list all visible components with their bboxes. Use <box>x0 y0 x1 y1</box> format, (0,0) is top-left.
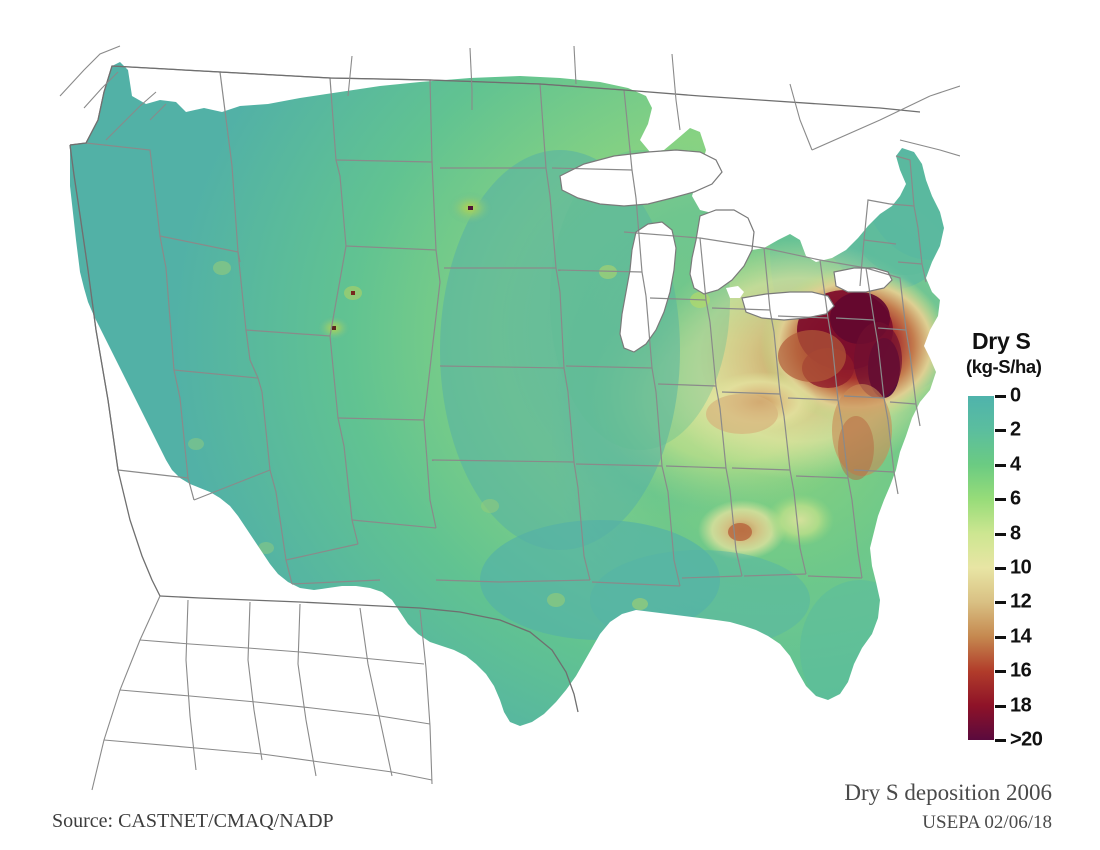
colorbar-ticklabel: 0 <box>1010 384 1021 407</box>
colorbar-tickmark <box>995 739 1006 742</box>
colorbar-tickmark <box>995 463 1006 467</box>
data-source-credit: Source: CASTNET/CMAQ/NADP <box>52 810 334 832</box>
colorbar-tickmark <box>995 395 1006 398</box>
agency-stamp: USEPA 02/06/18 <box>922 812 1052 833</box>
colorbar-ticks: 0 2 4 6 8 10 12 14 16 18 >20 <box>963 330 1100 760</box>
colorbar-ticklabel: 16 <box>1010 659 1032 682</box>
deposition-map <box>59 45 960 791</box>
colorbar-tickmark <box>995 567 1006 570</box>
colorbar-tickmark <box>995 635 1006 639</box>
canada-borders <box>59 45 960 157</box>
colorbar-tickmark <box>995 601 1006 605</box>
legend-units: (kg-S/ha) <box>966 356 1042 377</box>
colorbar-ticklabel: 14 <box>1010 625 1032 648</box>
colorbar-gradient <box>968 396 994 740</box>
colorbar-ticklabel: 18 <box>1010 694 1032 717</box>
map-svg <box>59 45 960 791</box>
coastline <box>69 65 921 713</box>
mexico-borders <box>91 595 433 791</box>
colorbar-legend: Dry S (kg-S/ha) 0 2 4 6 8 10 12 14 16 18 >20 <box>963 328 1100 760</box>
figure-title: Dry S deposition 2006 <box>844 780 1052 805</box>
colorbar-tickmark <box>995 704 1006 708</box>
colorbar-ticklabel: 8 <box>1010 522 1021 545</box>
legend-title: Dry S <box>972 328 1031 354</box>
colorbar-ticklabel: >20 <box>1010 728 1043 751</box>
colorbar-tickmark <box>995 532 1006 536</box>
colorbar-ticklabel: 10 <box>1010 556 1032 579</box>
colorbar-tickmark <box>995 498 1006 502</box>
colorbar-tickmark <box>995 429 1006 433</box>
great-lakes-outline <box>559 149 893 353</box>
colorbar-ticklabel: 4 <box>1010 453 1021 476</box>
colorbar-ticklabel: 2 <box>1010 418 1021 441</box>
colorbar-ticklabel: 6 <box>1010 487 1021 510</box>
colorbar-tickmark <box>995 670 1006 674</box>
colorbar-ticklabel: 12 <box>1010 590 1032 613</box>
